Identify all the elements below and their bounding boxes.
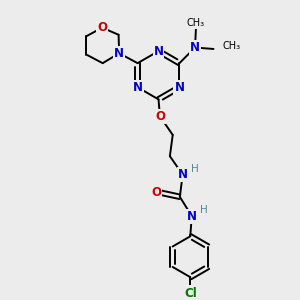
Text: N: N bbox=[190, 41, 200, 54]
Text: Cl: Cl bbox=[184, 287, 197, 300]
Text: N: N bbox=[187, 210, 197, 223]
Text: O: O bbox=[152, 186, 161, 199]
Text: H: H bbox=[200, 206, 208, 215]
Text: N: N bbox=[154, 45, 164, 58]
Text: H: H bbox=[190, 164, 198, 174]
Text: CH₃: CH₃ bbox=[223, 41, 241, 51]
Text: O: O bbox=[155, 110, 165, 123]
Text: O: O bbox=[97, 21, 107, 34]
Text: CH₃: CH₃ bbox=[187, 18, 205, 28]
Text: N: N bbox=[133, 81, 142, 94]
Text: N: N bbox=[174, 81, 184, 94]
Text: N: N bbox=[178, 168, 188, 181]
Text: N: N bbox=[114, 47, 124, 60]
